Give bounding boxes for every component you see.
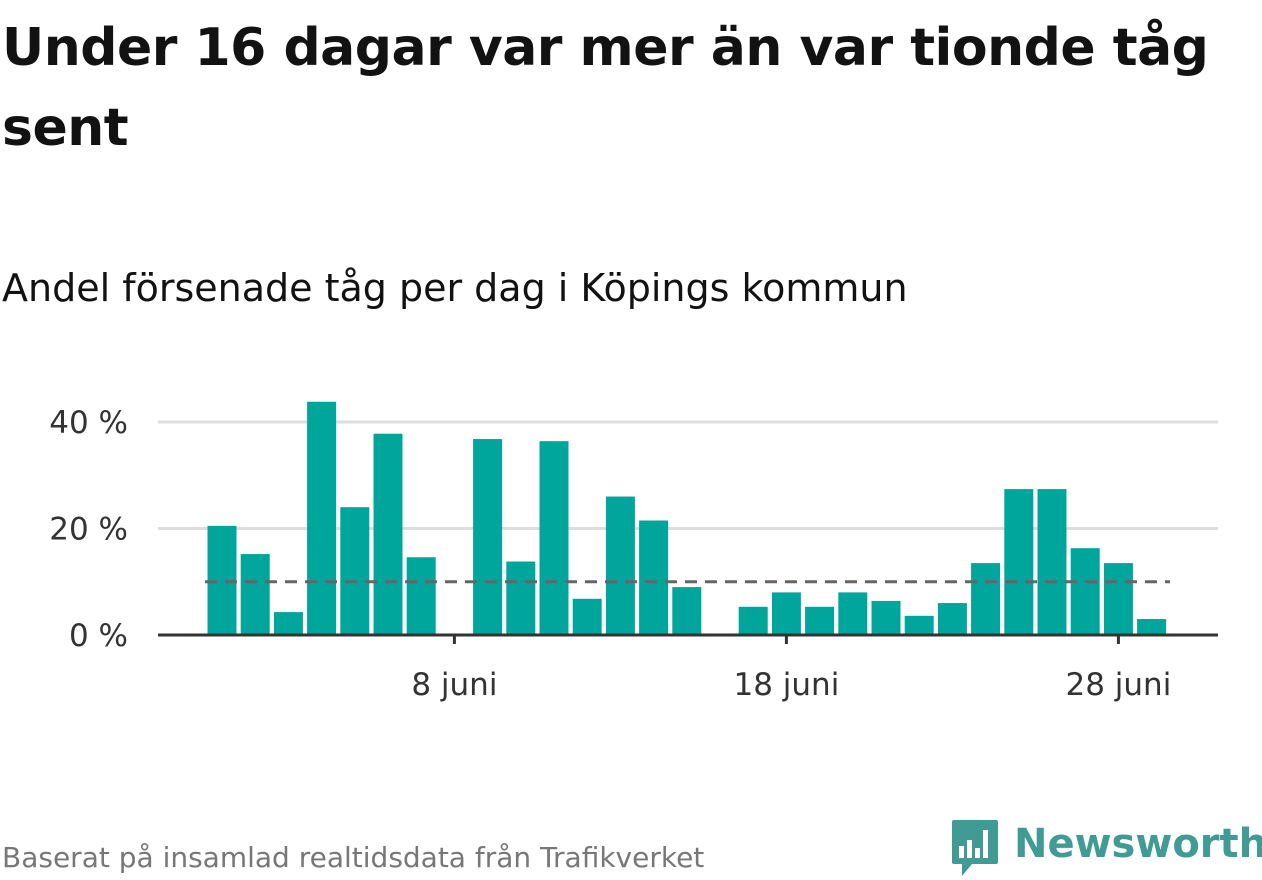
y-tick-label: 0 % — [69, 618, 128, 654]
chart-subtitle: Andel försenade tåg per dag i Köpings ko… — [2, 266, 908, 310]
y-tick-labels: 0 % 20 % 40 % — [49, 405, 128, 654]
bar — [1070, 548, 1100, 635]
bars — [207, 401, 1167, 635]
bar — [771, 592, 801, 635]
bar — [1137, 619, 1167, 635]
bar — [240, 554, 270, 635]
x-axis: 8 juni 18 juni 28 juni — [158, 633, 1218, 703]
bar — [1004, 489, 1034, 635]
bar — [539, 441, 569, 635]
bar-chart: 0 % 20 % 40 % 8 juni 18 juni 28 juni — [49, 401, 1218, 703]
brand-logo: Newsworthy — [950, 818, 1262, 880]
bar — [373, 433, 403, 635]
bar — [572, 598, 602, 635]
bar — [406, 557, 436, 635]
bar — [805, 606, 835, 635]
y-tick-label: 40 % — [49, 405, 128, 441]
x-tick-label: 28 juni — [1065, 667, 1171, 703]
bar — [473, 439, 503, 635]
bar — [738, 606, 768, 635]
bar — [506, 561, 536, 635]
brand-name: Newsworthy — [1014, 821, 1262, 867]
bar — [605, 496, 635, 635]
bar — [340, 507, 370, 635]
bar — [672, 587, 702, 635]
bar — [971, 563, 1001, 635]
x-tick-label: 8 juni — [411, 667, 497, 703]
bar — [904, 615, 934, 635]
bar — [639, 520, 669, 635]
y-tick-label: 20 % — [49, 512, 128, 548]
bar — [871, 600, 901, 635]
bar — [273, 612, 303, 635]
chart-title: Under 16 dagar var mer än var tionde tåg… — [2, 18, 1209, 158]
bar — [838, 592, 868, 635]
bar — [1103, 563, 1133, 635]
bar — [1037, 489, 1067, 635]
x-tick-label: 18 juni — [733, 667, 839, 703]
bar — [307, 401, 337, 635]
bar — [937, 603, 967, 635]
source-note: Baserat på insamlad realtidsdata från Tr… — [2, 841, 705, 874]
bar-chart-speech-bubble-icon — [952, 820, 998, 876]
